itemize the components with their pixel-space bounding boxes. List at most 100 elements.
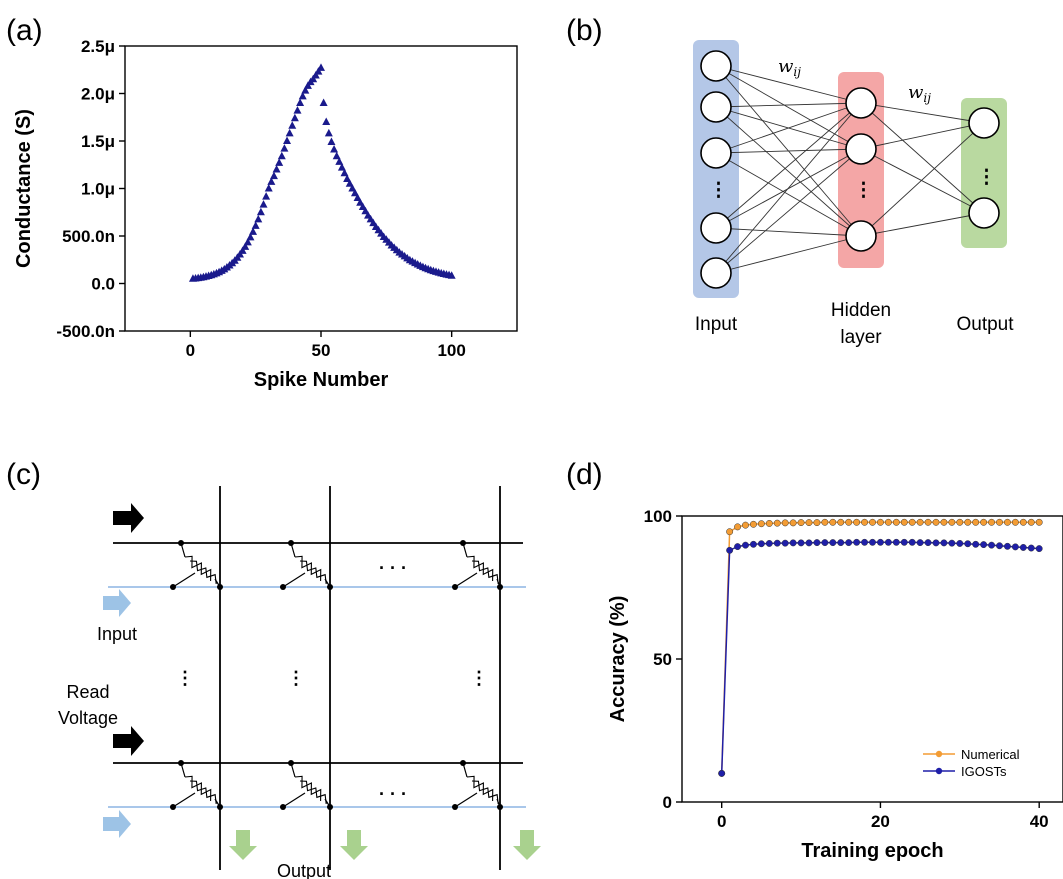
data-point-triangle — [340, 168, 349, 177]
connection — [715, 148, 862, 154]
memristor-cell — [170, 760, 223, 810]
memristor-cell — [280, 540, 333, 590]
data-point-triangle — [332, 151, 341, 160]
series-point — [932, 539, 940, 547]
x-tick-label: 0 — [186, 341, 195, 360]
series-point — [900, 538, 908, 546]
series-point — [853, 538, 861, 546]
series-point — [765, 519, 773, 527]
series-point — [988, 518, 996, 526]
series-point — [892, 538, 900, 546]
series-point — [956, 540, 964, 547]
connection — [715, 65, 862, 150]
series-point — [837, 518, 845, 526]
data-point-triangle — [337, 163, 346, 171]
resistor-zigzag — [189, 780, 217, 805]
data-point-triangle — [296, 98, 305, 106]
cell-wire — [214, 798, 221, 808]
cell-wire — [454, 572, 478, 588]
weight-label-2: wij — [908, 82, 931, 105]
y-tick-label: 0.0 — [91, 275, 115, 294]
resistor-zigzag — [466, 775, 494, 802]
series-point — [876, 518, 884, 526]
series-point — [813, 519, 821, 527]
series-point — [773, 539, 781, 547]
y-tick-label: 50 — [653, 650, 672, 669]
series-point — [996, 518, 1003, 526]
legend-label: IGOSTs — [961, 764, 1007, 779]
connection — [715, 102, 862, 108]
data-point-triangle — [262, 192, 271, 200]
resistor-zigzag — [471, 780, 499, 805]
series-point — [829, 539, 837, 547]
series-point — [734, 523, 742, 531]
panel-label-c: (c) — [6, 458, 41, 491]
resistor-zigzag — [294, 555, 322, 582]
series-point — [884, 538, 892, 546]
y-tick-label: 500.0n — [62, 227, 115, 246]
data-point-triangle — [311, 70, 320, 79]
series-point — [980, 518, 988, 526]
data-point-triangle — [447, 271, 456, 279]
resistor-zigzag — [189, 560, 217, 585]
data-point-triangle — [301, 86, 310, 94]
resistor-zigzag — [184, 775, 212, 802]
series-point — [853, 518, 861, 526]
data-point-triangle — [319, 98, 328, 106]
input-node — [700, 91, 732, 123]
data-point-triangle — [269, 171, 278, 180]
memristor-cell — [280, 760, 333, 810]
x-tick-label: 40 — [1030, 812, 1049, 831]
series-point — [757, 520, 765, 528]
series-point — [773, 519, 781, 527]
series-point — [956, 518, 964, 526]
horizontal-ellipsis-top: · · · — [379, 558, 407, 578]
series-point — [726, 546, 734, 554]
data-point-triangle — [251, 221, 260, 229]
series-point — [972, 540, 980, 548]
series-point — [845, 539, 853, 547]
read-voltage-arrow-top — [113, 503, 144, 533]
cell-wire — [324, 578, 331, 588]
legend-label: Numerical — [961, 747, 1020, 762]
neural-network-diagram: ⋮ ⋮ ⋮ wij wij Input Hidden layer Output — [693, 40, 1014, 348]
memristor-cell — [452, 760, 503, 810]
read-voltage-arrow-bottom — [113, 726, 144, 756]
series-point — [924, 518, 932, 526]
cell-wire — [180, 542, 186, 558]
cell-wire — [282, 792, 306, 808]
series-point — [805, 519, 813, 527]
y-axis-title: Accuracy (%) — [607, 596, 629, 723]
series-point — [805, 539, 813, 547]
resistor-zigzag — [299, 780, 327, 805]
cell-wire — [172, 572, 196, 588]
horizontal-ellipsis-bottom: · · · — [379, 784, 407, 804]
series-point — [972, 518, 980, 526]
data-point-triangle — [303, 81, 312, 89]
connection — [715, 65, 862, 104]
connection — [860, 148, 985, 214]
data-point-triangle — [280, 144, 289, 152]
resistor-zigzag — [299, 560, 327, 585]
series-point — [726, 528, 734, 536]
connection — [860, 122, 985, 150]
panel-label-a: (a) — [6, 14, 43, 47]
hidden-node — [845, 220, 877, 252]
panel-label-b: (b) — [566, 14, 603, 47]
series-point — [980, 541, 988, 549]
read-voltage-label-line2: Voltage — [58, 708, 118, 728]
input-node — [700, 212, 732, 244]
connection — [860, 102, 985, 214]
series-point — [988, 541, 996, 549]
y-tick-label: 2.0μ — [81, 85, 115, 104]
connection — [715, 102, 862, 274]
series-point — [1011, 518, 1019, 526]
series-point — [742, 521, 749, 529]
series-line — [720, 541, 1040, 774]
x-tick-label: 100 — [437, 341, 465, 360]
data-point-triangle — [259, 200, 268, 208]
y-tick-label: 1.0μ — [81, 180, 115, 199]
cell-wire — [290, 542, 296, 558]
connection — [860, 102, 985, 124]
